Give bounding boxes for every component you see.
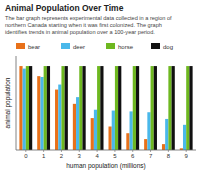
x-tick-label: 5 bbox=[113, 153, 117, 159]
x-tick-label: 1 bbox=[42, 153, 46, 159]
subtitle: northern Canada starting when it was fir… bbox=[5, 22, 162, 28]
x-tick-label: 7 bbox=[149, 153, 153, 159]
bar bbox=[126, 133, 129, 150]
x-tick bbox=[79, 150, 80, 152]
bar bbox=[47, 66, 50, 150]
x-tick-label: 2 bbox=[60, 153, 64, 159]
legend-label: deer bbox=[73, 44, 85, 50]
subtitle: The bar graph represents experimental da… bbox=[5, 15, 172, 21]
bar bbox=[115, 66, 118, 150]
legend-label: bear bbox=[28, 44, 40, 50]
bar bbox=[65, 66, 68, 150]
x-tick-label: 8 bbox=[167, 153, 171, 159]
x-tick-label: 9 bbox=[185, 153, 189, 159]
title: Animal Population Over Time bbox=[5, 3, 124, 13]
bar bbox=[136, 66, 139, 150]
x-tick bbox=[43, 150, 44, 152]
legend-label: horse bbox=[118, 44, 134, 50]
bar bbox=[37, 76, 40, 150]
bar bbox=[172, 66, 175, 150]
bar bbox=[19, 66, 22, 150]
bar bbox=[108, 127, 111, 151]
bar bbox=[189, 66, 192, 150]
bar bbox=[186, 66, 189, 150]
subtitle: identifies trends in animal population o… bbox=[5, 29, 155, 35]
legend-label: dog bbox=[163, 44, 173, 50]
legend-swatch bbox=[16, 43, 25, 49]
bar bbox=[58, 85, 61, 150]
y-axis-label: animal population bbox=[4, 77, 12, 128]
bar bbox=[151, 66, 154, 150]
bar bbox=[73, 104, 76, 150]
bars bbox=[19, 66, 192, 150]
x-tick bbox=[97, 150, 98, 152]
x-tick bbox=[168, 150, 169, 152]
bar bbox=[154, 66, 157, 150]
legend-swatch bbox=[151, 43, 160, 49]
bar bbox=[94, 110, 97, 150]
x-axis bbox=[16, 150, 196, 151]
legend: bear deer horse dog bbox=[16, 43, 173, 50]
x-tick bbox=[25, 150, 26, 152]
bar bbox=[162, 144, 165, 150]
bar bbox=[55, 90, 58, 150]
bar bbox=[97, 66, 100, 150]
bar bbox=[91, 118, 94, 150]
bar bbox=[112, 111, 115, 150]
bar bbox=[79, 66, 82, 150]
legend-swatch bbox=[106, 43, 115, 49]
bar bbox=[61, 66, 64, 150]
bar bbox=[44, 66, 47, 150]
bar bbox=[26, 66, 29, 150]
y-axis bbox=[16, 56, 17, 150]
x-axis-label: human population (millions) bbox=[66, 162, 146, 170]
x-tick bbox=[61, 150, 62, 152]
bar bbox=[147, 112, 150, 150]
bar bbox=[76, 97, 79, 150]
bar bbox=[168, 66, 171, 150]
x-tick-label: 0 bbox=[24, 153, 28, 159]
x-tick-label: 4 bbox=[95, 153, 99, 159]
bar bbox=[118, 66, 121, 150]
legend-swatch bbox=[61, 43, 70, 49]
bar bbox=[183, 125, 186, 150]
bar bbox=[144, 139, 147, 150]
bar bbox=[82, 66, 85, 150]
x-tick bbox=[186, 150, 187, 152]
x-tick bbox=[150, 150, 151, 152]
bar bbox=[133, 66, 136, 150]
chart: Animal Population Over Time The bar graph… bbox=[0, 0, 200, 178]
bar bbox=[29, 66, 32, 150]
x-tick-label: 6 bbox=[131, 153, 135, 159]
bar bbox=[130, 111, 133, 150]
bar bbox=[165, 119, 168, 150]
x-tick-label: 3 bbox=[78, 153, 82, 159]
x-tick bbox=[132, 150, 133, 152]
bar bbox=[100, 66, 103, 150]
bar bbox=[40, 77, 43, 150]
bar bbox=[23, 69, 26, 150]
x-tick bbox=[114, 150, 115, 152]
